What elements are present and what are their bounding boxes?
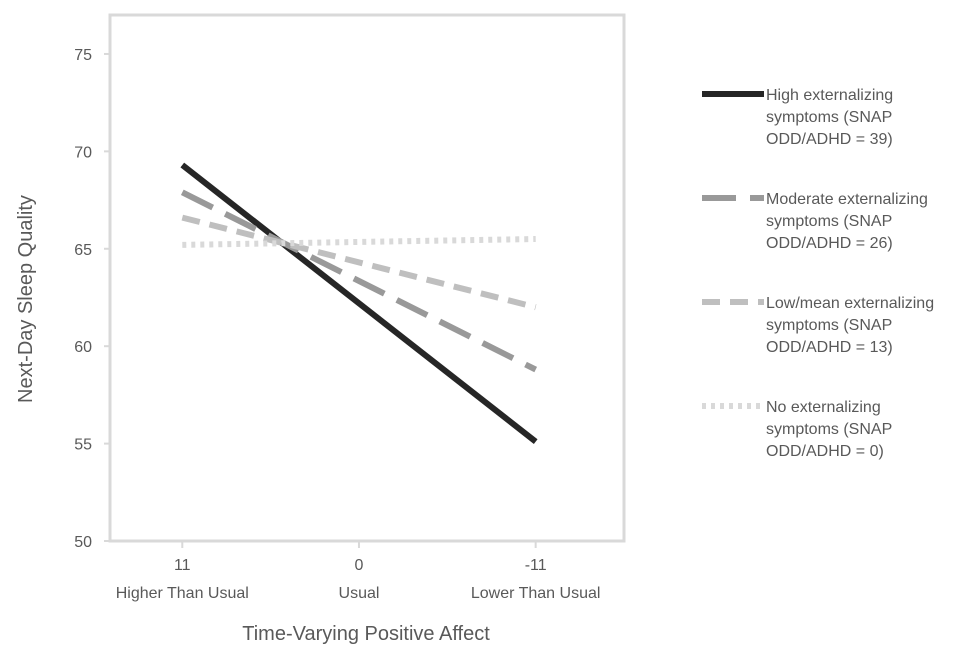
x-tick-category: Higher Than Usual: [116, 585, 249, 602]
y-tick-label: 75: [74, 47, 92, 64]
legend-label-4: ODD/ADHD = 0): [766, 443, 884, 460]
y-tick-label: 50: [74, 534, 92, 551]
plot-area-border: [108, 13, 626, 543]
legend-label-4: symptoms (SNAP: [766, 421, 892, 438]
legend-label-3: Low/mean externalizing: [766, 295, 934, 312]
series-line-1: [180, 162, 538, 444]
legend-label-3: symptoms (SNAP: [766, 317, 892, 334]
legend-label-2: ODD/ADHD = 26): [766, 235, 893, 252]
x-axis: 11 Higher Than Usual 0 Usual -11 Lower Than U…: [116, 541, 601, 602]
legend-label-4: No externalizing: [766, 399, 881, 416]
legend-label-3: ODD/ADHD = 13): [766, 339, 893, 356]
legend-label-1: symptoms (SNAP: [766, 109, 892, 126]
legend: High externalizing symptoms (SNAP ODD/ADHD…: [702, 87, 934, 460]
y-tick-label: 70: [74, 144, 92, 161]
series-line-4: [182, 236, 536, 248]
x-tick-category: Usual: [339, 585, 380, 602]
legend-label-2: Moderate externalizing: [766, 191, 928, 208]
y-tick-label: 60: [74, 339, 92, 356]
y-axis-title: Next-Day Sleep Quality: [15, 195, 37, 403]
x-tick-number: 11: [174, 557, 191, 574]
series-line-3: [181, 214, 537, 311]
y-axis: 50 55 60 65 70 75: [74, 47, 110, 551]
y-tick-label: 55: [74, 437, 92, 454]
series-line-2: [180, 189, 538, 373]
x-tick-number: 0: [355, 557, 364, 574]
series-layer: [180, 162, 538, 444]
legend-label-2: symptoms (SNAP: [766, 213, 892, 230]
legend-label-1: ODD/ADHD = 39): [766, 131, 893, 148]
legend-label-1: High externalizing: [766, 87, 893, 104]
x-tick-number: -11: [525, 557, 547, 574]
y-tick-label: 65: [74, 242, 92, 259]
x-axis-title: Time-Varying Positive Affect: [242, 623, 490, 645]
x-tick-category: Lower Than Usual: [471, 585, 601, 602]
